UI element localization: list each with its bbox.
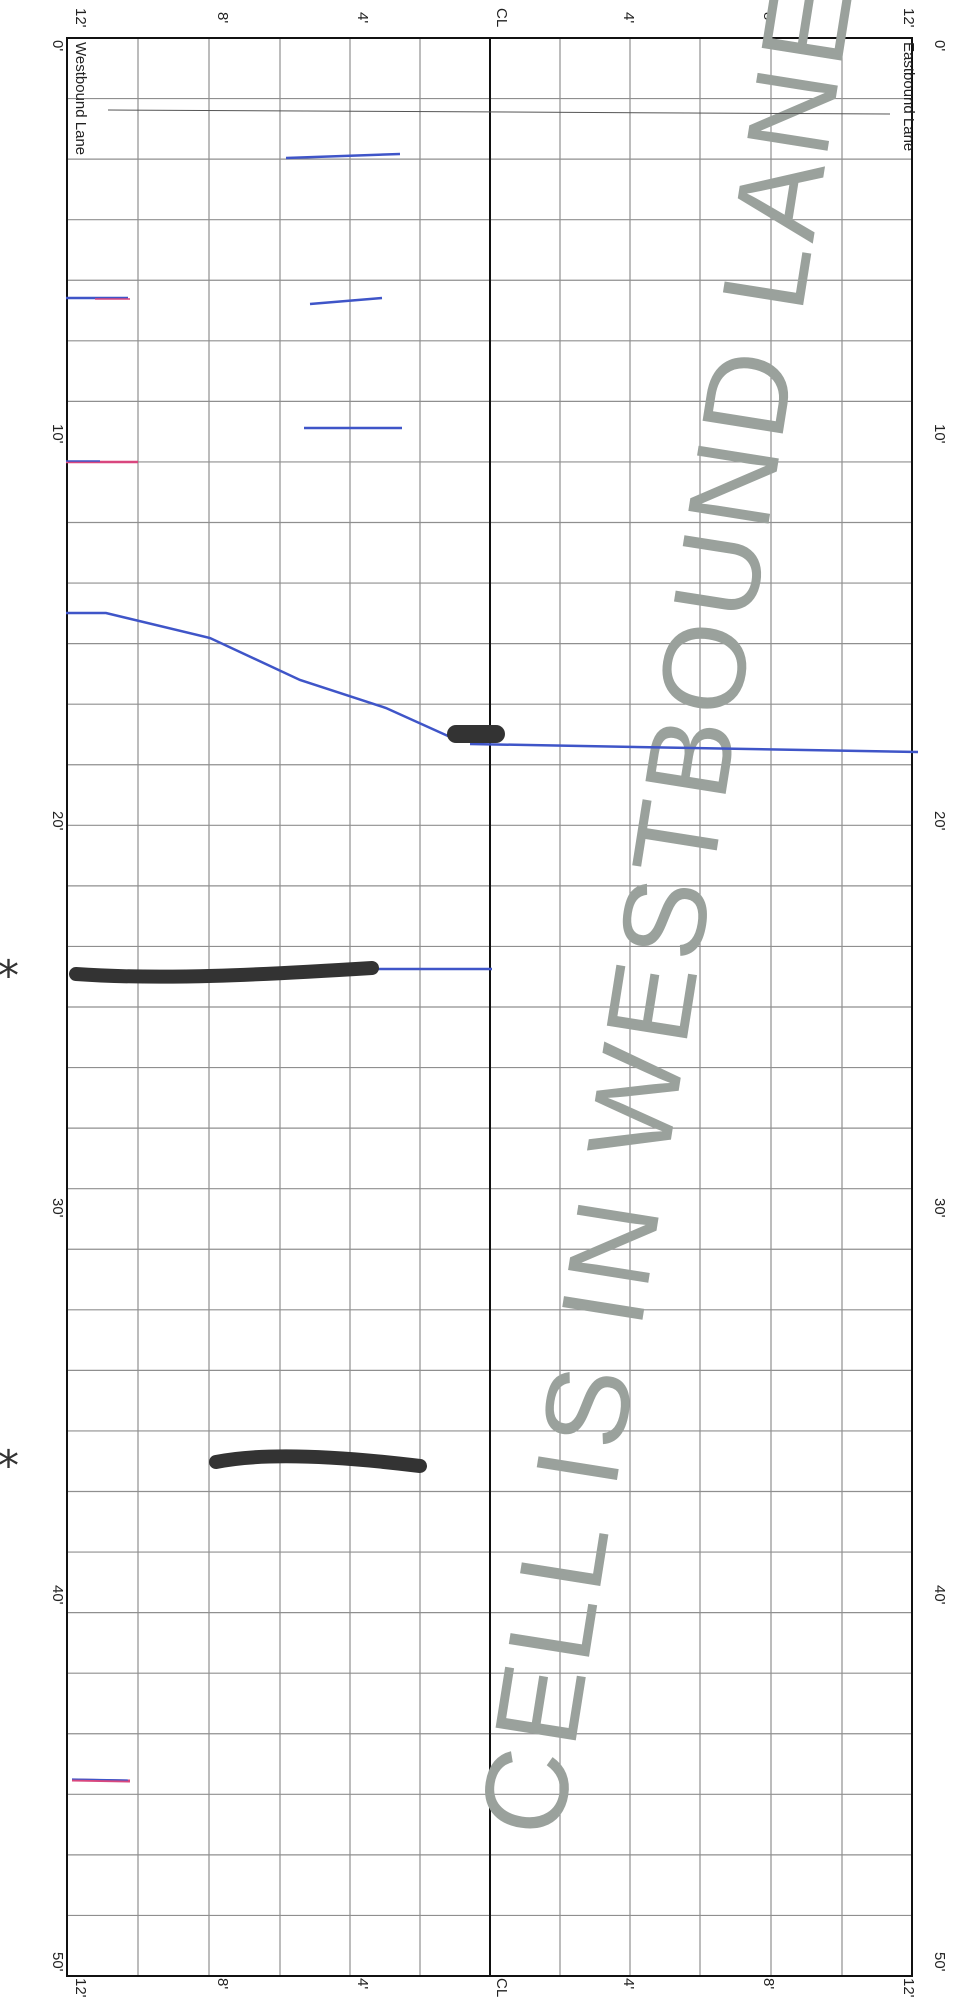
bottom-label-centerline: CL — [493, 1978, 510, 1997]
top-label-westbound-12: 12' — [72, 8, 89, 28]
length-label-right-10: 10' — [931, 424, 948, 444]
eastbound-lane-label: Eastbound Lane — [900, 42, 917, 151]
sealed-crack-2 — [209, 1449, 427, 1473]
top-label-eastbound-12: 12' — [900, 8, 917, 28]
sealed-marks — [69, 725, 505, 1473]
crack-diagonal — [66, 611, 449, 738]
length-label-left-10: 10' — [49, 424, 66, 444]
length-label-right-30: 30' — [931, 1198, 948, 1218]
bottom-label-westbound-4: 4' — [354, 1978, 371, 1989]
crack-marks — [66, 152, 919, 1783]
length-label-left-40: 40' — [49, 1585, 66, 1605]
bottom-label-eastbound-12: 12' — [900, 1978, 917, 1998]
bottom-label-eastbound-8: 8' — [760, 1978, 777, 1989]
crack-transverse-east — [469, 742, 919, 754]
top-label-eastbound-8: 8' — [760, 12, 777, 23]
crack-mark-2 — [309, 296, 383, 306]
length-label-right-40: 40' — [931, 1585, 948, 1605]
westbound-lane-label: Westbound Lane — [72, 42, 89, 155]
length-labels-left: 0' 10' 20' 30' 40' 50' — [49, 40, 66, 1972]
length-label-left-50: 50' — [49, 1952, 66, 1972]
length-label-left-20: 20' — [49, 811, 66, 831]
top-label-eastbound-4: 4' — [620, 12, 637, 23]
length-label-right-20: 20' — [931, 811, 948, 831]
top-label-westbound-4: 4' — [354, 12, 371, 23]
reference-hairline — [107, 109, 891, 115]
bottom-cross-lane-labels: 12' 8' 4' CL 4' 8' 12' — [72, 1978, 917, 1998]
top-cross-lane-labels: 12' 8' 4' CL 4' 8' 12' — [72, 8, 917, 28]
length-label-left-30: 30' — [49, 1198, 66, 1218]
sealed-crack-1 — [69, 961, 379, 984]
length-label-left-0: 0' — [49, 40, 66, 51]
asterisk-annotation-2: * — [0, 1441, 19, 1490]
bottom-label-eastbound-4: 4' — [620, 1978, 637, 1989]
length-label-right-0: 0' — [931, 40, 948, 51]
watermark-text: CELL IS IN WESTBOUND LANE — [455, 0, 879, 1844]
crack-mark-1 — [285, 152, 401, 160]
length-labels-right: 0' 10' 20' 30' 40' 50' — [931, 40, 948, 1972]
bottom-label-westbound-8: 8' — [214, 1978, 231, 1989]
top-label-westbound-8: 8' — [214, 12, 231, 23]
bottom-label-westbound-12: 12' — [72, 1978, 89, 1998]
crack-mark-6-blue — [71, 1778, 129, 1781]
crack-mark-6 — [71, 1778, 131, 1783]
top-label-centerline: CL — [493, 8, 510, 27]
length-label-right-50: 50' — [931, 1952, 948, 1972]
asterisk-annotation-1: * — [0, 951, 19, 1000]
